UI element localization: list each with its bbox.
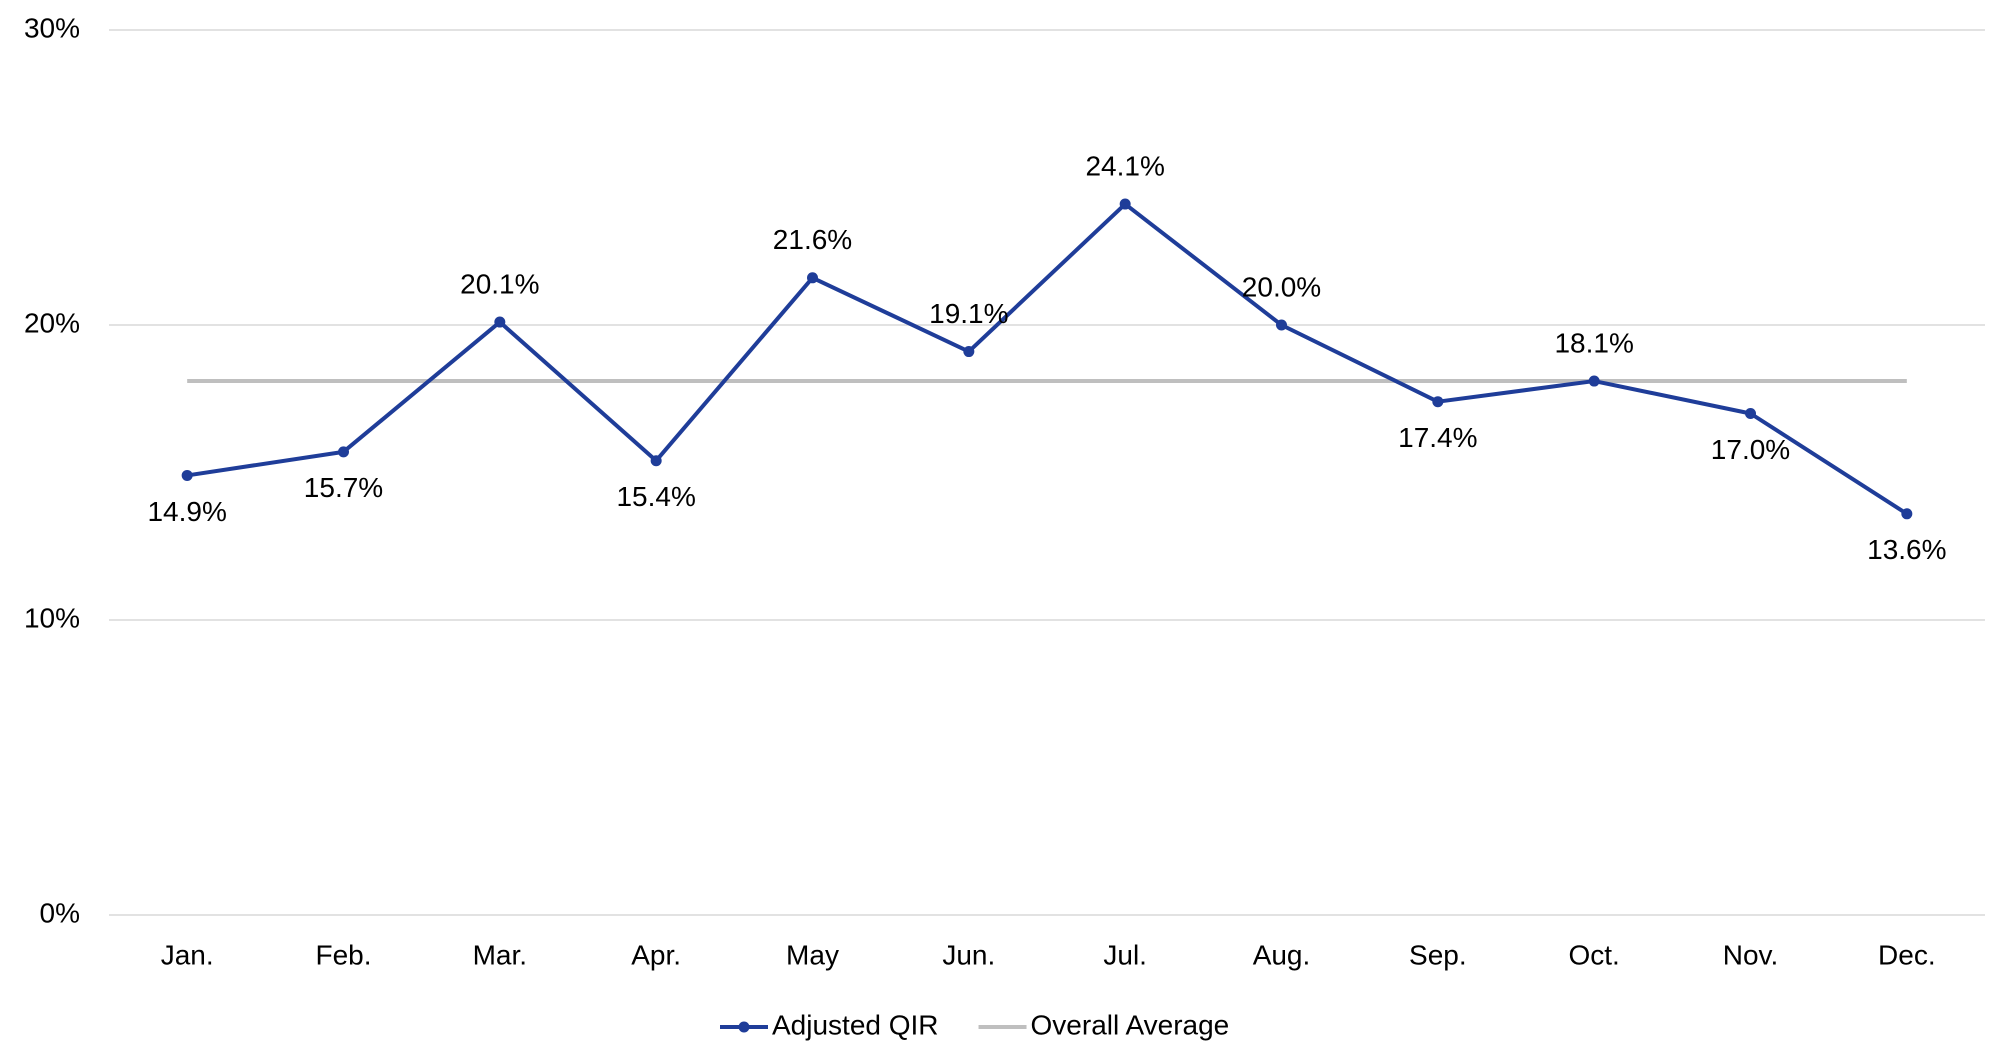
data-label: 17.0%: [1711, 434, 1790, 465]
point: [651, 455, 662, 466]
data-label: 21.6%: [773, 224, 852, 255]
series-line: [187, 204, 1907, 514]
legend-marker: [739, 1022, 750, 1033]
x-tick-label: May: [786, 939, 839, 970]
point: [1432, 396, 1443, 407]
y-tick-label: 30%: [24, 12, 80, 43]
point: [1120, 199, 1131, 210]
data-label: 14.9%: [147, 496, 226, 527]
point: [494, 317, 505, 328]
data-label: 18.1%: [1554, 327, 1633, 358]
y-tick-label: 0%: [40, 897, 80, 928]
point: [1745, 408, 1756, 419]
point: [1589, 376, 1600, 387]
y-tick-label: 20%: [24, 307, 80, 338]
x-tick-label: Aug.: [1253, 939, 1311, 970]
point: [182, 470, 193, 481]
x-tick-label: Dec.: [1878, 939, 1936, 970]
point: [963, 346, 974, 357]
x-tick-label: Nov.: [1723, 939, 1779, 970]
x-tick-label: Mar.: [473, 939, 527, 970]
data-label: 13.6%: [1867, 534, 1946, 565]
x-tick-label: Sep.: [1409, 939, 1467, 970]
point: [807, 272, 818, 283]
point: [338, 446, 349, 457]
x-tick-label: Feb.: [315, 939, 371, 970]
data-label: 17.4%: [1398, 422, 1477, 453]
data-label: 15.4%: [616, 481, 695, 512]
data-label: 19.1%: [929, 298, 1008, 329]
x-tick-label: Apr.: [631, 939, 681, 970]
x-tick-label: Jul.: [1103, 939, 1147, 970]
y-tick-label: 10%: [24, 602, 80, 633]
chart: 0% 10% 20% 30% Jan. Feb. Mar. Apr. May Jun. Jul. Au…: [0, 0, 2002, 1052]
x-tick-label: Jun.: [942, 939, 995, 970]
point: [1901, 508, 1912, 519]
legend-label: Overall Average: [1031, 1009, 1230, 1040]
x-tick-label: Oct.: [1568, 939, 1619, 970]
data-label: 20.1%: [460, 268, 539, 299]
legend-label: Adjusted QIR: [772, 1009, 939, 1040]
x-tick-label: Jan.: [161, 939, 214, 970]
point: [1276, 320, 1287, 331]
data-label: 15.7%: [304, 472, 383, 503]
data-label: 20.0%: [1242, 271, 1321, 302]
data-label: 24.1%: [1085, 150, 1164, 181]
